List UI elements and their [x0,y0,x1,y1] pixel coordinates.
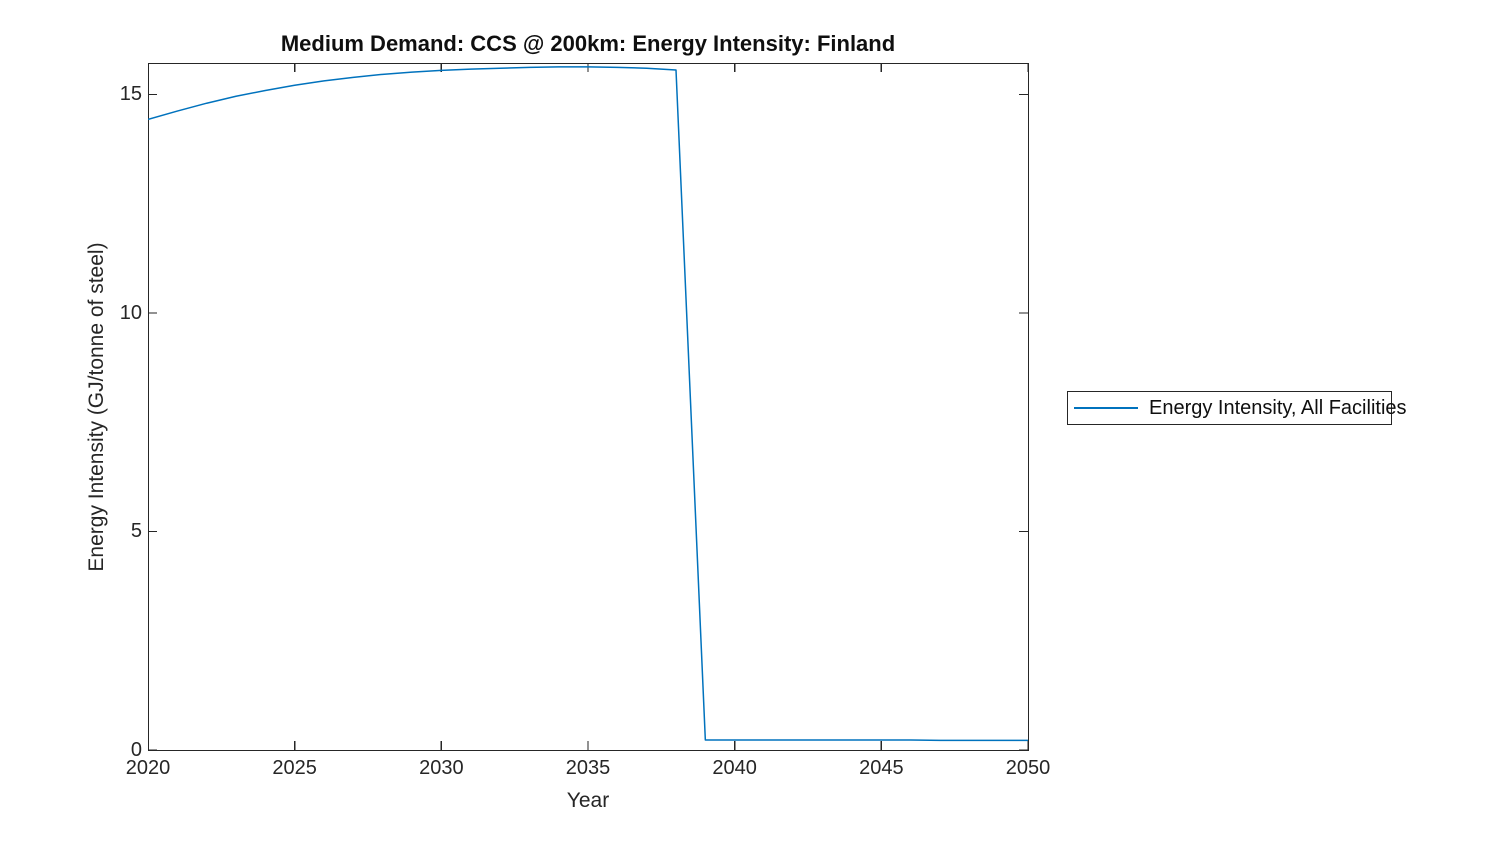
x-tick-label: 2035 [565,757,611,779]
plot-area [148,63,1029,751]
legend-item-label: Energy Intensity, All Facilities [1149,396,1407,419]
axes-box [148,63,1029,751]
legend: Energy Intensity, All Facilities [1067,391,1407,425]
chart-title: Medium Demand: CCS @ 200km: Energy Inten… [280,31,896,56]
y-tick-label: 15 [119,83,142,106]
y-tick-label: 0 [130,739,142,761]
x-tick-label: 2020 [125,757,171,779]
x-tick-label: 2045 [859,757,904,779]
y-axis-label: Energy Intensity (GJ/tonne of steel) [85,242,108,572]
x-axis-label: Year [566,789,610,812]
y-tick-label: 5 [130,520,142,543]
x-tick-label: 2025 [272,757,317,779]
energy-intensity-line [148,66,1028,742]
y-tick-label: 10 [119,301,142,324]
x-tick-label: 2050 [1005,757,1051,779]
legend-line-sample [1074,407,1138,409]
x-tick-label: 2040 [712,757,757,779]
x-tick-label: 2030 [419,757,464,779]
